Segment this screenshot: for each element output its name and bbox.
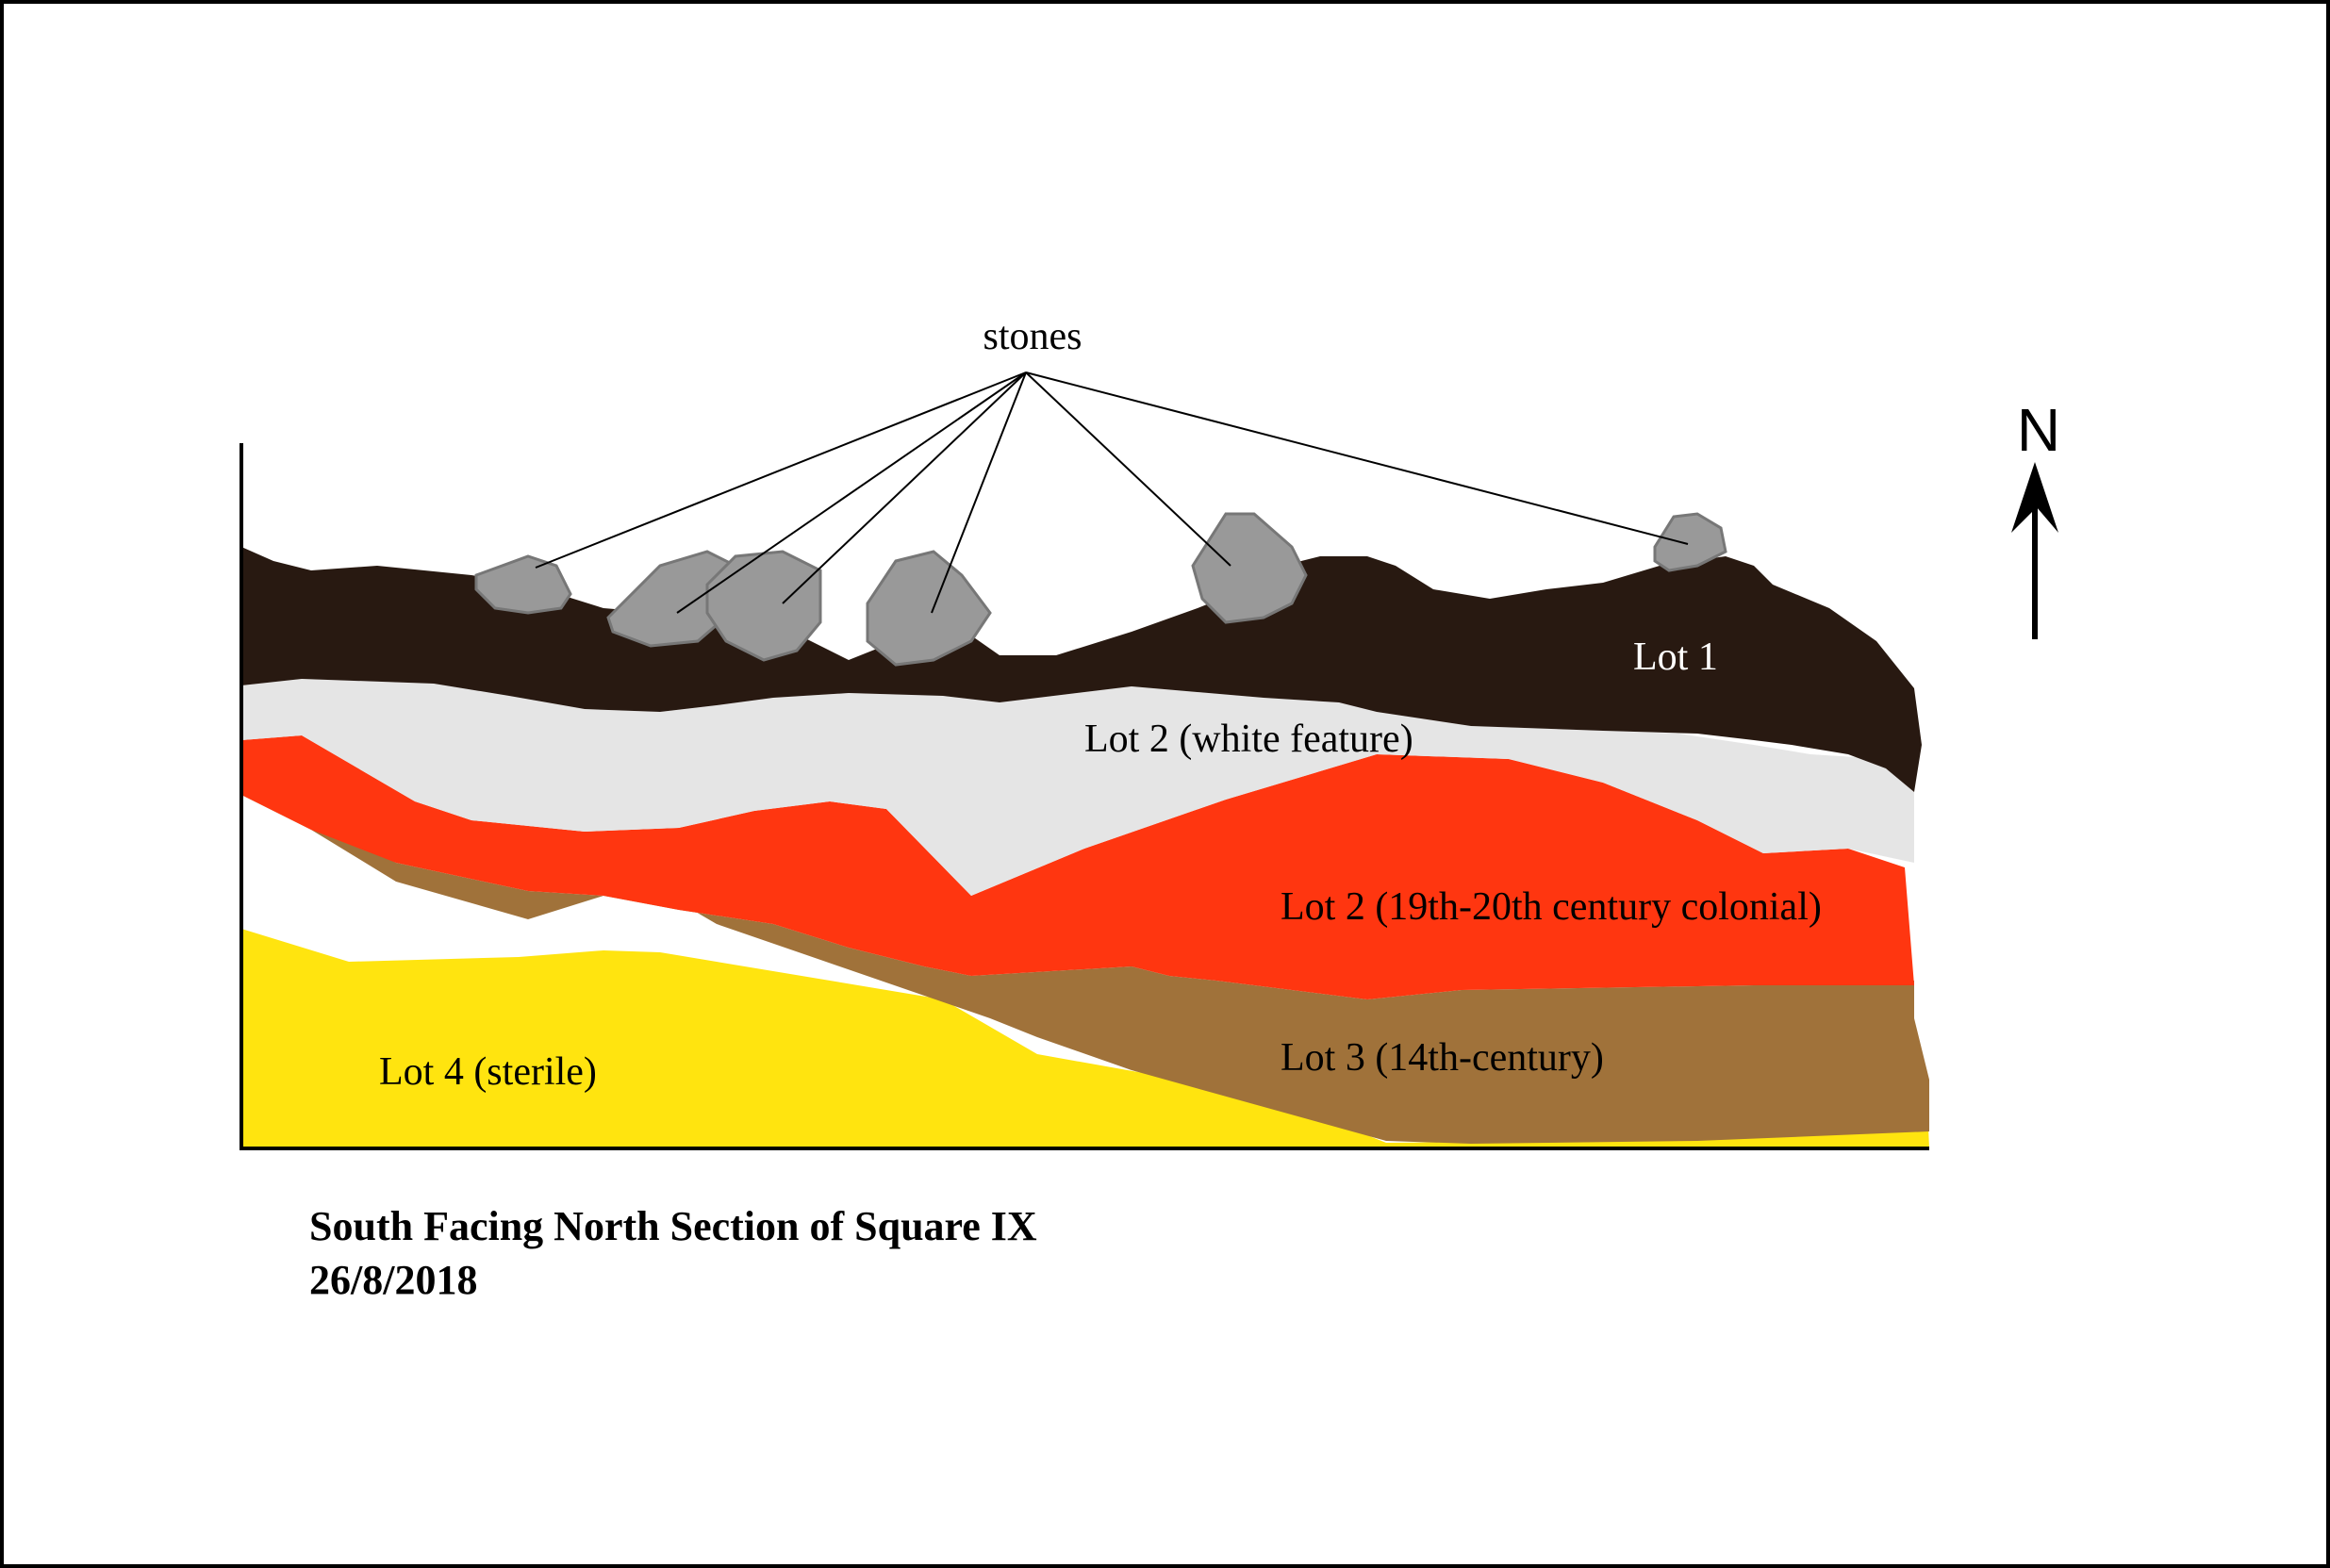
caption-title: South Facing North Section of Square IX xyxy=(309,1203,1037,1249)
section-axes xyxy=(240,443,1929,1150)
layer-lot2-colonial xyxy=(241,735,1914,999)
caption: South Facing North Section of Square IX … xyxy=(309,1203,1037,1303)
stone-6 xyxy=(1653,512,1727,572)
label-stones: stones xyxy=(983,315,1082,358)
label-lot3: Lot 3 (14th-century) xyxy=(1281,1036,1604,1080)
label-lot1: Lot 1 xyxy=(1633,635,1718,679)
leader-line-6 xyxy=(1025,371,1689,545)
layer-labels: stones Lot 1 Lot 2 (white feature) Lot 2… xyxy=(379,315,1822,1094)
layer-lot4 xyxy=(241,929,1929,1148)
leader-line-4 xyxy=(931,371,1027,614)
stones-group xyxy=(474,512,1727,667)
label-lot4: Lot 4 (sterile) xyxy=(379,1050,597,1094)
stone-4 xyxy=(866,550,992,667)
section-layers xyxy=(241,547,1929,1148)
leader-line-5 xyxy=(1025,371,1231,567)
north-arrowhead-icon xyxy=(2011,462,2058,533)
label-lot2-colonial: Lot 2 (19th-20th century colonial) xyxy=(1281,885,1822,929)
stone-3 xyxy=(705,550,822,662)
layer-lot3 xyxy=(241,795,1929,1144)
caption-date: 26/8/2018 xyxy=(309,1257,477,1303)
leader-line-3 xyxy=(782,371,1027,604)
label-lot2-white: Lot 2 (white feature) xyxy=(1084,718,1413,761)
layer-lot2-white xyxy=(241,679,1914,896)
stones-leader-lines xyxy=(535,371,1689,614)
leader-line-1 xyxy=(535,371,1027,569)
north-arrow: N xyxy=(2011,396,2060,639)
stone-5 xyxy=(1191,512,1308,624)
layer-lot1 xyxy=(241,547,1922,792)
stone-1 xyxy=(474,554,572,615)
north-letter: N xyxy=(2017,396,2060,464)
leader-line-2 xyxy=(676,371,1027,614)
